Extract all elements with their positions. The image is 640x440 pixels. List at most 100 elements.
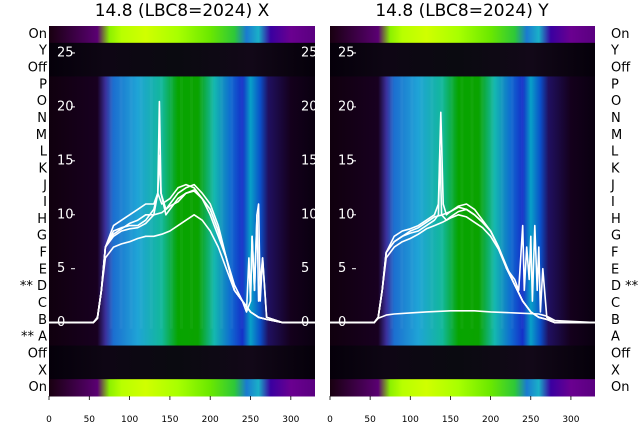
heatmap-row xyxy=(49,93,315,111)
heatmap-row xyxy=(330,93,595,111)
row-label: H xyxy=(611,212,621,227)
row-label: F xyxy=(40,246,47,261)
overlay-y-tick-label: 5 xyxy=(338,261,346,276)
row-label: On xyxy=(611,380,629,395)
heatmap-row xyxy=(330,328,595,347)
heatmap-row xyxy=(49,42,315,61)
row-label: N xyxy=(611,111,621,126)
overlay-y-tick-label: 25 xyxy=(338,45,355,60)
heatmap-row xyxy=(330,362,595,380)
x-tick-label: 0 xyxy=(327,415,333,425)
overlay-y-tick-label: 15 xyxy=(338,153,355,168)
overlay-y-tick-label-right: 10 xyxy=(301,207,318,222)
heatmap-row xyxy=(49,379,315,397)
x-tick-label: 300 xyxy=(562,415,579,425)
heatmap-row xyxy=(49,76,315,94)
texture-stripe xyxy=(119,76,123,329)
row-label: Y xyxy=(610,44,619,59)
row-label: O xyxy=(37,94,47,109)
row-label: C xyxy=(38,296,47,311)
texture-stripe xyxy=(230,76,234,329)
texture-stripe xyxy=(149,76,153,329)
x-tick-label: 200 xyxy=(202,415,219,425)
heatmap-row xyxy=(49,362,315,380)
row-label: I xyxy=(43,195,47,210)
row-label: ** D xyxy=(20,279,47,294)
texture-stripe xyxy=(510,76,514,329)
texture-stripe xyxy=(480,76,484,329)
row-label: A xyxy=(611,330,620,345)
series-line xyxy=(330,206,595,324)
x-tick-label: 200 xyxy=(482,415,499,425)
x-tick-label: 100 xyxy=(402,415,419,425)
overlay-y-tick-label: 15 xyxy=(57,153,74,168)
heatmap-row xyxy=(49,160,315,178)
x-tick-label: 100 xyxy=(121,415,138,425)
texture-stripe xyxy=(109,76,113,329)
overlay-y-tick-label-right: 5 xyxy=(301,261,309,276)
row-label: M xyxy=(611,128,622,143)
heatmap-row xyxy=(330,143,595,162)
texture-stripe xyxy=(450,76,454,329)
overlay-y-tick-label-right: 25 xyxy=(301,45,318,60)
x-tick-label: 300 xyxy=(282,415,299,425)
x-tick-label: 50 xyxy=(84,415,96,425)
row-label: B xyxy=(611,313,620,328)
overlay-y-tick-label: 20 xyxy=(57,99,74,114)
series-line xyxy=(330,310,596,324)
heatmap-row xyxy=(330,110,595,128)
row-label: K xyxy=(38,161,47,176)
overlay-y-tick-label: 20 xyxy=(338,99,355,114)
row-label: X xyxy=(611,363,620,378)
overlay-y-tick-label: 5 xyxy=(57,261,65,276)
heatmap-row xyxy=(49,59,315,77)
heatmap-row xyxy=(330,160,595,178)
row-label: On xyxy=(29,27,47,42)
row-label: On xyxy=(29,380,47,395)
heatmap-row xyxy=(49,311,315,330)
texture-stripe xyxy=(129,76,133,329)
texture-stripe xyxy=(420,76,424,329)
row-label: L xyxy=(40,145,48,160)
heatmap-row xyxy=(49,345,315,363)
texture-stripe xyxy=(400,76,404,329)
heatmap-row xyxy=(49,194,315,212)
x-tick-label: 250 xyxy=(522,415,539,425)
row-label: L xyxy=(611,145,619,160)
heatmap-row xyxy=(330,59,595,77)
heatmap-row xyxy=(330,194,595,212)
overlay-y-tick-label: 25 xyxy=(57,45,74,60)
row-label: C xyxy=(611,296,620,311)
texture-stripe xyxy=(470,76,474,329)
row-label: Off xyxy=(28,61,48,76)
row-label: X xyxy=(38,363,47,378)
heatmap-row xyxy=(330,244,595,262)
heatmap-row xyxy=(49,26,315,44)
texture-stripe xyxy=(210,76,214,329)
row-label: P xyxy=(611,77,619,92)
overlay-y-tick-label: 10 xyxy=(338,207,355,222)
heatmap-row xyxy=(49,328,315,347)
row-label: N xyxy=(37,111,47,126)
series-line xyxy=(49,189,315,324)
row-label: O xyxy=(611,94,621,109)
heatmap-row xyxy=(49,126,315,145)
texture-stripe xyxy=(500,76,504,329)
row-label: H xyxy=(37,212,47,227)
x-tick-label: 150 xyxy=(161,415,178,425)
heatmap-row xyxy=(330,177,595,195)
x-tick-label: 150 xyxy=(442,415,459,425)
texture-stripe xyxy=(200,76,204,329)
row-label: F xyxy=(611,246,618,261)
row-label: P xyxy=(39,77,47,92)
heatmap-row xyxy=(330,211,595,229)
texture-stripe xyxy=(179,76,183,329)
heatmap-row xyxy=(49,110,315,128)
row-label: M xyxy=(36,128,47,143)
row-label: E xyxy=(39,262,47,277)
heatmap-row xyxy=(330,42,595,61)
texture-stripe xyxy=(410,76,414,329)
